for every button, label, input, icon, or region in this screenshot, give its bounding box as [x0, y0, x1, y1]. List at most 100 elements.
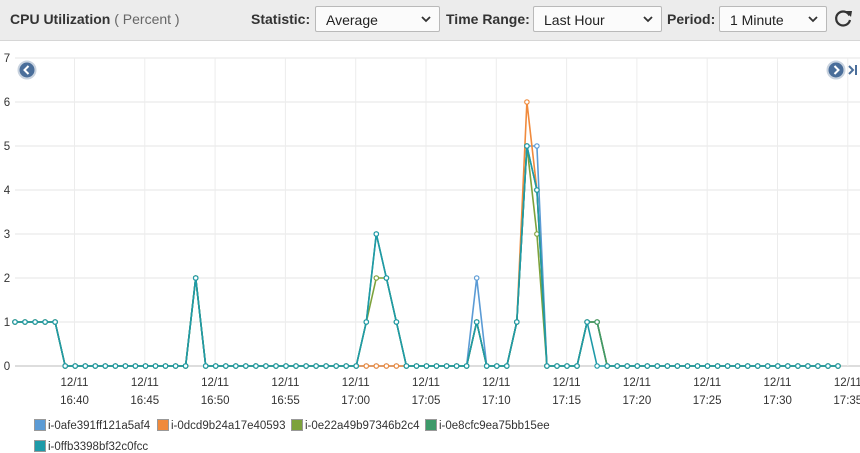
data-point: [453, 363, 460, 369]
statistic-label: Statistic:: [251, 11, 311, 27]
y-tick-label: 1: [4, 317, 10, 329]
data-point: [363, 319, 370, 325]
period-select[interactable]: 1 Minute: [719, 6, 827, 32]
data-point: [473, 275, 480, 281]
data-point: [524, 99, 530, 105]
data-point: [152, 363, 159, 369]
y-tick-label: 6: [4, 97, 10, 109]
x-tick-date: 12/11: [482, 377, 510, 389]
data-point: [784, 363, 791, 369]
legend-item[interactable]: i-0dcd9b24a17e40593: [157, 419, 285, 432]
x-tick-time: 17:35: [833, 395, 860, 407]
data-point: [373, 363, 380, 369]
x-tick-date: 12/11: [342, 377, 370, 389]
x-tick-date: 12/11: [764, 377, 792, 389]
skip-end-icon[interactable]: [845, 60, 859, 80]
data-point: [694, 363, 701, 369]
y-tick-label: 4: [4, 185, 11, 197]
data-point: [393, 319, 400, 325]
data-point: [313, 363, 319, 369]
legend-label: i-0ffb3398bf32c0fcc: [48, 441, 149, 453]
metric-name: CPU Utilization: [10, 11, 111, 27]
data-point: [223, 363, 229, 369]
x-tick-time: 16:55: [271, 395, 300, 407]
data-point: [513, 319, 520, 325]
data-point: [353, 363, 360, 369]
refresh-icon[interactable]: [832, 7, 854, 29]
data-point: [554, 363, 560, 369]
x-tick-time: 16:40: [60, 395, 89, 407]
x-tick-time: 17:20: [623, 395, 652, 407]
data-point: [493, 363, 500, 369]
data-point: [524, 143, 530, 149]
data-point: [815, 363, 821, 369]
x-tick-date: 12/11: [623, 377, 651, 389]
legend-label: i-0e22a49b97346b2c4: [305, 420, 420, 432]
data-point: [42, 319, 48, 325]
series-group: [12, 143, 841, 369]
data-point: [594, 319, 600, 325]
data-point: [172, 363, 179, 369]
data-point: [634, 363, 641, 369]
y-axis-ticks: 0 1 2 3 4 5 6 7: [4, 53, 11, 373]
statistic-select[interactable]: Average: [315, 6, 440, 32]
legend-swatch: [425, 419, 437, 431]
data-point: [825, 363, 831, 369]
data-point: [413, 363, 420, 369]
chevron-left-circle-icon[interactable]: [17, 60, 37, 80]
metric-unit: ( Percent ): [114, 11, 180, 27]
data-point: [32, 319, 38, 325]
data-point: [473, 319, 480, 325]
data-point: [293, 363, 299, 369]
data-point: [714, 363, 721, 369]
data-point: [162, 363, 169, 369]
data-point: [343, 363, 350, 369]
data-point: [102, 363, 109, 369]
data-point: [212, 363, 219, 369]
data-point: [92, 363, 99, 369]
y-tick-label: 0: [4, 361, 10, 373]
data-point: [594, 363, 600, 369]
data-point: [52, 319, 58, 325]
x-tick-date: 12/11: [693, 377, 721, 389]
data-point: [614, 363, 621, 369]
x-tick-date: 12/11: [553, 377, 581, 389]
data-point: [805, 363, 811, 369]
data-point: [654, 363, 661, 369]
x-tick-date: 12/11: [61, 377, 89, 389]
data-point: [142, 363, 149, 369]
legend-label: i-0afe391ff121a5af4: [48, 420, 151, 432]
legend-item[interactable]: i-0ffb3398bf32c0fcc: [34, 440, 148, 453]
data-point: [664, 363, 671, 369]
legend-item[interactable]: i-0e8cfc9ea75bb15ee: [425, 419, 550, 432]
data-point: [72, 363, 79, 369]
x-tick-time: 17:05: [412, 395, 441, 407]
data-point: [303, 363, 309, 369]
data-point: [774, 363, 781, 369]
data-point: [403, 363, 410, 369]
data-point: [463, 363, 470, 369]
data-point: [12, 319, 18, 325]
chart-series: [12, 99, 841, 369]
data-point: [82, 363, 89, 369]
data-point: [534, 231, 540, 237]
data-point: [503, 363, 510, 369]
chevron-down-icon: [421, 16, 431, 23]
data-point: [624, 363, 631, 369]
data-point: [373, 275, 380, 281]
data-point: [393, 363, 400, 369]
x-tick-time: 16:45: [130, 395, 159, 407]
chart-title: CPU Utilization ( Percent ): [10, 11, 180, 27]
x-tick-date: 12/11: [412, 377, 440, 389]
time-range-select[interactable]: Last Hour: [533, 6, 662, 32]
data-point: [202, 363, 209, 369]
legend-item[interactable]: i-0e22a49b97346b2c4: [291, 419, 419, 432]
data-point: [243, 363, 249, 369]
data-point: [132, 363, 139, 369]
legend-swatch: [157, 419, 169, 431]
data-point: [433, 363, 440, 369]
legend-item[interactable]: i-0afe391ff121a5af4: [34, 419, 150, 432]
chevron-right-circle-icon[interactable]: [826, 60, 846, 80]
data-point: [795, 363, 801, 369]
period-label: Period:: [667, 11, 716, 27]
